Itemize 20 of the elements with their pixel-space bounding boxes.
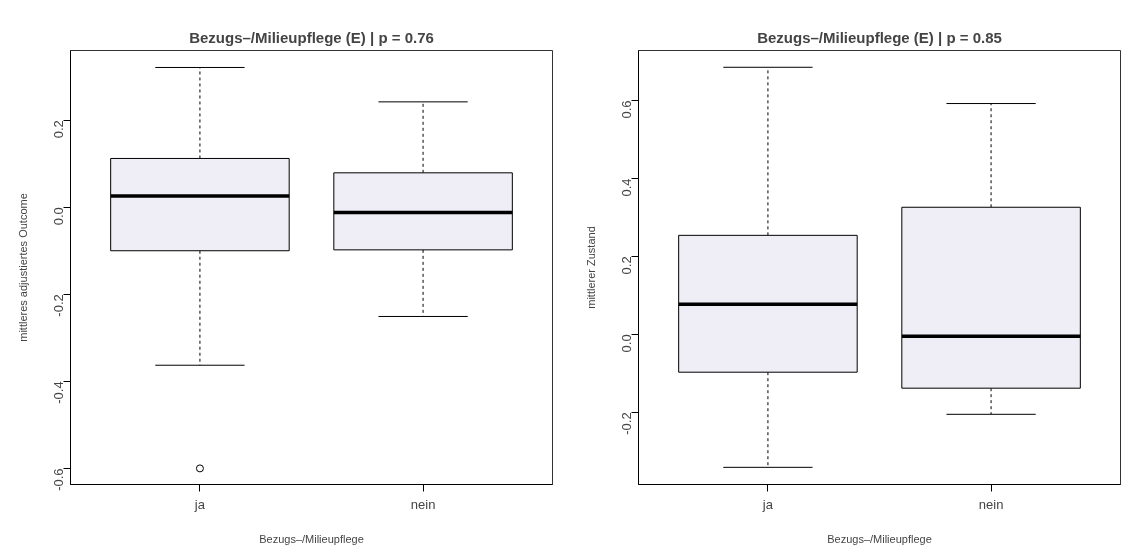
x-tick-label: nein (978, 496, 1004, 512)
chart-title: Bezugs–/Milieupflege (E) | p = 0.76 (189, 28, 434, 46)
x-tick-label: ja (193, 496, 206, 512)
y-axis-title: mittleres adjustiertes Outcome (16, 193, 29, 342)
y-tick-label: 0.6 (619, 100, 634, 119)
y-tick-label: 0.2 (619, 256, 634, 275)
y-tick-label: -0.2 (619, 412, 634, 435)
y-tick-label: -0.4 (51, 381, 66, 404)
y-tick-label: 0.2 (51, 120, 66, 139)
y-tick-label: 0.0 (51, 207, 66, 226)
y-tick-label: 0.0 (619, 334, 634, 353)
x-tick-label: nein (410, 496, 436, 512)
y-tick-label: -0.2 (51, 294, 66, 317)
y-tick-label: -0.6 (51, 468, 66, 491)
chart-title: Bezugs–/Milieupflege (E) | p = 0.85 (757, 28, 1002, 46)
y-tick-label: 0.4 (619, 178, 634, 197)
x-axis-title: Bezugs–/Milieupflege (827, 532, 932, 545)
y-axis-title: mittlerer Zustand (584, 226, 597, 309)
x-axis-title: Bezugs–/Milieupflege (259, 532, 364, 545)
x-tick-label: ja (761, 496, 774, 512)
